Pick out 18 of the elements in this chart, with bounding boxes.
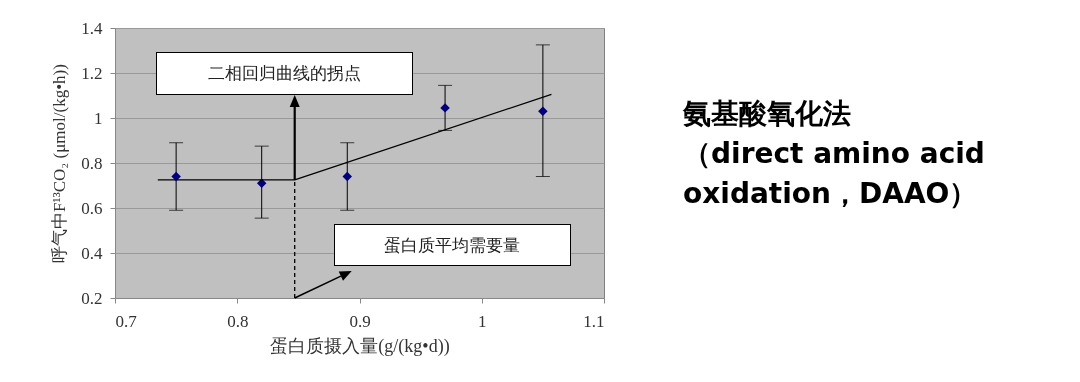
callout-box: 二相回归曲线的拐点	[155, 51, 413, 95]
callout-box: 蛋白质平均需要量	[333, 224, 571, 266]
y-tick-label: 0.2	[81, 288, 103, 308]
x-axis-title: 蛋白质摄入量(g/(kg•d))	[270, 335, 450, 357]
x-tick-label: 0.7	[115, 311, 138, 331]
x-tick-label: 0.8	[227, 311, 249, 331]
y-axis-title: 呼气中F¹³CO₂ (μmol/(kg•h))	[50, 64, 70, 263]
y-tick-label: 1	[94, 108, 103, 128]
y-tick-label: 0.6	[81, 198, 103, 218]
text: （direct amino acid oxidation，DAAO）	[683, 136, 986, 212]
y-tick-label: 0.8	[81, 153, 103, 173]
y-tick-label: 1.2	[81, 63, 103, 83]
x-tick-label: 1.1	[583, 311, 605, 331]
text: 氨基酸氧化法	[683, 96, 852, 132]
y-tick-label: 0.4	[81, 243, 103, 263]
x-tick-label: 0.9	[349, 311, 371, 331]
y-tick-label: 1.4	[81, 18, 103, 38]
x-tick-label: 1	[478, 311, 487, 331]
